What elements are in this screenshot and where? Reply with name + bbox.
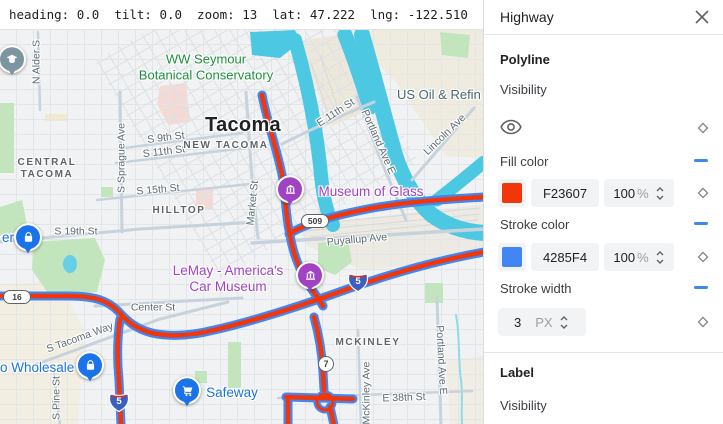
remove-fill-override-icon[interactable]	[694, 159, 708, 162]
route-shield-7[interactable]: 7	[318, 356, 334, 372]
close-icon[interactable]	[694, 9, 710, 25]
poi-label-safeway[interactable]: Safeway	[206, 384, 258, 400]
pin-lemay-museum[interactable]	[296, 261, 324, 290]
street-label-n-alder-st[interactable]: N Alder S	[30, 39, 43, 85]
status-tilt: tilt: 0.0	[114, 7, 183, 22]
section-title-label: Label	[500, 365, 534, 380]
area-label-central-tacoma[interactable]: CENTRAL TACOMA	[17, 157, 77, 180]
pin-shopping-bag[interactable]	[14, 223, 42, 252]
panel-title: Highway	[500, 9, 554, 25]
poi-label-lemay-car-museum[interactable]: LeMay - America's Car Museum	[172, 262, 284, 294]
status-heading: heading: 0.0	[9, 7, 100, 22]
stroke-opacity-stepper[interactable]	[655, 249, 665, 266]
street-label-s-19th-st[interactable]: S 19th St	[54, 225, 98, 238]
stroke-width-input[interactable]: 3 PX	[498, 308, 586, 336]
fill-color-label: Fill color	[500, 154, 549, 169]
poi-label-museum-of-glass[interactable]: Museum of Glass	[318, 183, 424, 199]
area-label-new-tacoma[interactable]: NEW TACOMA	[183, 140, 269, 151]
stroke-color-label: Stroke color	[500, 217, 570, 232]
fill-opacity-stepper[interactable]	[655, 185, 665, 202]
diamond-icon-visibility[interactable]	[697, 122, 709, 134]
area-label-hilltop[interactable]: HILLTOP	[152, 205, 206, 216]
stroke-width-label: Stroke width	[500, 281, 572, 296]
street-label-s-pine-st[interactable]: S Pine St	[50, 376, 63, 420]
stroke-width-stepper[interactable]	[559, 314, 569, 331]
polyline-visibility-label: Visibility	[500, 82, 547, 97]
status-lng: lng: -122.510	[370, 7, 468, 22]
pin-shopping-bag-costco[interactable]	[76, 351, 104, 380]
status-zoom: zoom: 13	[197, 7, 258, 22]
route-shield-509[interactable]: 509	[301, 214, 329, 228]
panel-header: Highway	[484, 0, 723, 35]
fill-opacity-input[interactable]: 100%	[604, 179, 674, 207]
remove-width-override-icon[interactable]	[694, 286, 708, 289]
status-lat: lat: 47.222	[272, 7, 356, 22]
remove-stroke-override-icon[interactable]	[694, 222, 708, 225]
label-visibility-label: Visibility	[500, 398, 547, 413]
poi-label-us-oil[interactable]: US Oil & Refin	[397, 87, 481, 103]
street-label-e-38th-st[interactable]: E 38th St	[382, 390, 426, 405]
poi-label-er-clipped[interactable]: er	[2, 229, 15, 245]
camera-status-bar: heading: 0.0 tilt: 0.0 zoom: 13 lat: 47.…	[0, 0, 483, 30]
diamond-icon-fill[interactable]	[697, 187, 709, 199]
city-label-tacoma[interactable]: Tacoma	[205, 114, 281, 136]
section-title-polyline: Polyline	[500, 52, 550, 67]
eye-icon[interactable]	[500, 119, 522, 138]
style-panel: Highway Polyline Visibility Fill color F…	[483, 0, 723, 424]
pin-school[interactable]	[0, 45, 26, 74]
section-divider	[484, 352, 723, 353]
area-label-mckinley[interactable]: MCKINLEY	[335, 337, 401, 348]
poi-label-ww-seymour[interactable]: WW Seymour Botanical Conservatory	[138, 51, 274, 82]
poi-label-wholesale[interactable]: o Wholesale	[0, 359, 75, 375]
map-base-layers	[0, 30, 483, 424]
stroke-color-hex-input[interactable]: 4285F4	[531, 243, 599, 271]
interstate-shield-5-east[interactable]: 5	[348, 271, 368, 293]
fill-color-swatch[interactable]	[498, 179, 526, 207]
route-shield-16[interactable]: 16	[3, 290, 31, 304]
pin-museum-of-glass[interactable]	[276, 175, 304, 204]
street-label-center-st[interactable]: Center St	[130, 301, 176, 314]
street-label-s-sprague-ave[interactable]: S Sprague Ave	[115, 123, 128, 193]
interstate-shield-5-south[interactable]: 5	[109, 391, 129, 413]
pin-shopping-cart-safeway[interactable]	[173, 376, 201, 405]
street-label-e-mckinley-ave[interactable]: E McKinley Ave	[360, 361, 373, 424]
fill-color-hex-input[interactable]: F23607	[531, 179, 599, 207]
diamond-icon-stroke[interactable]	[697, 251, 709, 263]
stroke-opacity-input[interactable]: 100%	[604, 243, 674, 271]
stroke-color-swatch[interactable]	[498, 243, 526, 271]
diamond-icon-width[interactable]	[697, 316, 709, 328]
